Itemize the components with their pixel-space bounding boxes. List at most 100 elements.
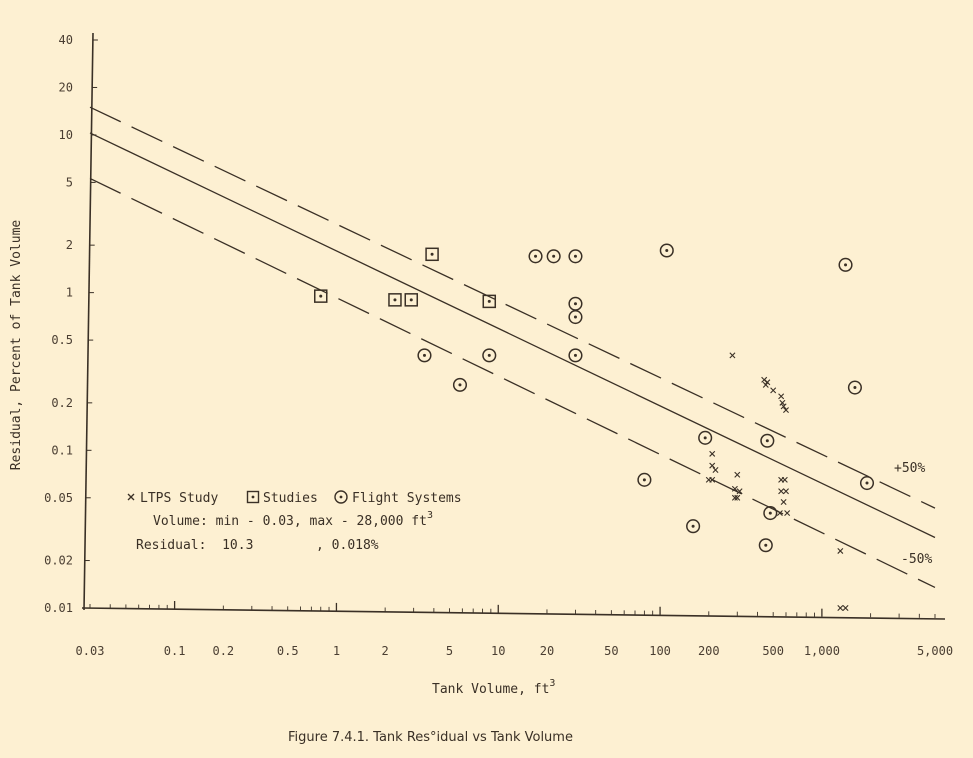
trend-line-minus-50 [89,177,936,589]
legend-volume-note: Volume: min - 0.03, max - 28,000 ft3 [153,510,433,529]
flight-systems-point [838,257,853,272]
y-tick-label: 0.01 [44,601,73,615]
ltps-point [709,476,716,483]
y-tick-label: 10 [59,128,73,142]
ltps-point [709,462,716,469]
x-axis-line [81,607,946,620]
y-tick-label: 20 [59,80,73,94]
flight-systems-point [528,249,543,264]
x-tick-label: 2 [382,644,389,658]
x-tick-label: 500 [762,644,784,658]
ltps-point [784,510,791,517]
flight-systems-point [568,296,583,311]
y-tick-label: 1 [66,286,73,300]
ltps-point [731,485,738,492]
flight-systems-point [758,538,773,553]
flight-systems-point [686,519,701,534]
y-tick-label: 2 [66,238,73,252]
x-tick-label: 0.2 [212,644,234,658]
x-tick-label: 0.03 [76,644,105,658]
flight-systems-point [568,249,583,264]
ltps-point [776,510,783,517]
ltps-point [734,494,741,501]
legend-volume-superscript: 3 [427,510,433,521]
ltps-point [731,494,738,501]
x-tick-label: 0.5 [277,644,299,658]
ltps-point [781,476,788,483]
y-tick-label: 0.1 [51,443,73,457]
flight-systems-point [452,377,468,392]
figure-caption: Figure 7.4.1. Tank Res°idual vs Tank Vol… [288,730,573,745]
x-axis-label: Tank Volume, ft3 [432,678,555,697]
ltps-point [778,393,785,400]
flight-systems-point [659,243,674,258]
legend-studies-marker [246,490,260,504]
ltps-point [780,499,787,506]
y-tick-label: 0.02 [44,554,73,568]
y-tick-label: 0.2 [51,396,73,410]
x-axis-label-superscript: 3 [549,678,555,689]
ltps-point [729,352,736,359]
x-tick-label: 100 [649,644,671,658]
legend-residual-note: Residual: 10.3 , 0.018% [136,538,379,553]
ltps-point [734,471,741,478]
y-axis-line [83,32,94,611]
trend-lines [89,106,936,589]
ltps-point [778,488,785,495]
ltps-point [842,605,849,611]
studies-point [404,293,419,307]
x-tick-label: 0.1 [164,644,186,658]
ltps-point [780,403,787,410]
legend-ltps-marker [127,493,135,501]
y-axis-label: Residual, Percent of Tank Volume [9,220,24,471]
ltps-point [770,387,777,394]
flight-systems-point [859,475,875,491]
legend-flight-marker [334,490,348,504]
flight-systems-point [763,506,778,521]
legend-studies-label: Studies [263,491,318,506]
flight-systems-point [637,472,652,487]
ltps-point [779,399,786,406]
legend-ltps-label: LTPS Study [140,491,218,506]
trend-line-mean [89,132,936,539]
annotation-minus-50: -50% [901,552,932,567]
x-tick-label: 5,000 [917,644,953,658]
flight-systems-point [568,310,583,325]
studies-point [425,247,439,262]
flight-systems-point [568,348,583,363]
ltps-point [837,605,844,611]
x-tick-label: 20 [540,644,554,658]
x-tick-label: 10 [491,644,505,658]
studies-point [314,289,328,303]
y-tick-label: 0.05 [44,491,73,505]
ltps-point [736,488,743,495]
ltps-point [837,547,844,554]
flight-systems-point [482,348,497,363]
trend-line-plus-50 [89,106,936,509]
flight-systems-point [698,430,713,445]
axes [81,32,946,620]
studies-point [482,294,497,309]
x-tick-label: 50 [604,644,618,658]
flight-systems-point [847,380,862,395]
legend: LTPS Study Studies Flight Systems Volume… [127,490,462,553]
annotation-plus-50: +50% [894,461,925,476]
flight-systems-point [760,433,775,448]
x-tick-label: 1,000 [804,644,840,658]
y-tick-label: 40 [59,33,73,47]
tick-layer: 0.03 0.1 0.2 0.5 1 2 5 10 20 50 100 200 500 1,000 5,00… [44,33,953,658]
ltps-point [709,450,716,457]
ltps-point [783,407,789,414]
studies-point [388,293,402,307]
flight-systems-point [546,249,561,264]
ltps-point [762,381,769,388]
x-tick-label: 1 [333,644,340,658]
legend-flight-label: Flight Systems [352,491,462,506]
flight-systems-point [417,348,432,363]
x-tick-label: 200 [698,644,720,658]
ltps-point [783,488,789,495]
data-points [314,243,875,611]
y-tick-label: 0.5 [51,333,73,347]
y-tick-label: 5 [66,175,73,189]
